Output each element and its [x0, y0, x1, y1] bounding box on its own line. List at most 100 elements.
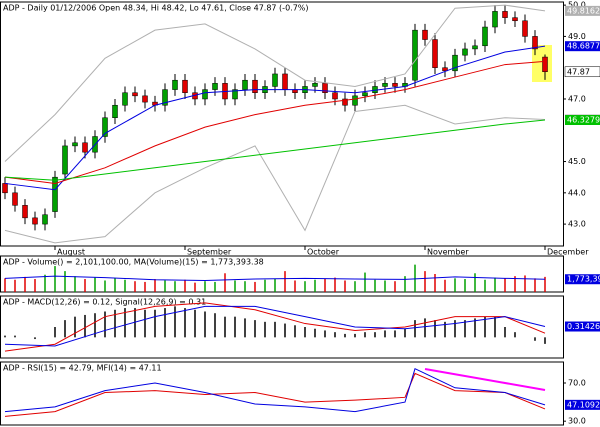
candle-body [112, 104, 118, 118]
candle-body [432, 39, 438, 68]
bar [204, 311, 206, 338]
y-tick-label: 44.0 [568, 188, 586, 197]
x-tick-label: October [307, 248, 340, 257]
bar [24, 276, 26, 292]
bar [164, 308, 166, 338]
bar [264, 321, 266, 338]
bar [74, 316, 76, 338]
bar [64, 271, 66, 292]
x-tick-label: November [427, 248, 469, 257]
end-label: 1,773,393 [567, 275, 600, 284]
bar [344, 333, 346, 338]
bar [494, 316, 496, 338]
close-label-box [564, 66, 600, 78]
series-line [4, 305, 546, 347]
candle-body [322, 83, 328, 93]
bar [324, 279, 326, 292]
y-tick-label: 45.0 [568, 157, 586, 166]
candle-body [272, 73, 278, 87]
bar [244, 281, 246, 292]
bar [464, 320, 466, 338]
bar [244, 318, 246, 338]
end-label: 48.6877 [567, 42, 600, 51]
candle-body [212, 83, 218, 90]
bar [234, 316, 236, 338]
bar [314, 279, 316, 292]
bar [154, 279, 156, 292]
candle-body [82, 142, 88, 153]
panel-title: ADP - Daily 01/12/2006 Open 48.34, Hi 48… [3, 4, 309, 13]
end-label: 46.3279 [567, 115, 600, 124]
candle-body [442, 67, 448, 72]
bar [124, 279, 126, 292]
bar [444, 321, 446, 338]
panel-title: ADP - RSI(15) = 42.79, MFI(14) = 47.11 [3, 364, 162, 373]
bar [434, 274, 436, 292]
bar [234, 280, 236, 292]
series-line [4, 4, 546, 162]
bar [214, 281, 216, 292]
bar [184, 308, 186, 338]
bar [304, 281, 306, 292]
candle-body [422, 29, 428, 40]
bar [374, 279, 376, 292]
bar [434, 320, 436, 338]
panel-frame [0, 255, 564, 293]
bar [254, 320, 256, 338]
y-tick-label: 30.0 [568, 417, 586, 426]
bar [274, 321, 276, 338]
bar [354, 281, 356, 292]
bar [334, 277, 336, 292]
bar [474, 318, 476, 338]
bar [304, 327, 306, 338]
bar [104, 280, 106, 292]
bar [144, 281, 146, 292]
bar [154, 309, 156, 338]
bar [454, 320, 456, 338]
bar [294, 280, 296, 292]
bar [114, 278, 116, 292]
y-tick-label: 70.0 [568, 379, 586, 388]
bar [14, 279, 16, 292]
candle-body [62, 145, 68, 175]
bar [194, 309, 196, 338]
bar [214, 313, 216, 338]
bar [344, 280, 346, 292]
bar [404, 328, 406, 338]
bar [524, 275, 526, 292]
bar [44, 274, 46, 292]
bar [34, 279, 36, 292]
series-line [4, 367, 546, 413]
y-tick-label: 47.0 [568, 94, 586, 103]
candle-body [412, 29, 418, 81]
candle-body [332, 92, 338, 100]
candle-body [122, 92, 128, 106]
x-tick-label: December [547, 248, 589, 257]
bar [14, 335, 16, 338]
x-tick-label: September [187, 248, 232, 257]
candle-body [42, 214, 48, 225]
candle-body [242, 79, 248, 90]
bar [364, 332, 366, 338]
bar [284, 323, 286, 338]
candle-body [32, 217, 38, 225]
candle-body [172, 79, 178, 90]
candle-body [312, 83, 318, 87]
candle-body [202, 89, 208, 100]
candle-body [342, 98, 348, 106]
bar [514, 332, 516, 338]
bar [74, 276, 76, 292]
bar [324, 330, 326, 338]
series-line [4, 45, 546, 191]
candle-body [132, 92, 138, 97]
bar [544, 337, 546, 344]
bar [394, 330, 396, 338]
end-label: 47.1092 [567, 400, 600, 409]
candle-body [142, 95, 148, 103]
bar [474, 273, 476, 292]
candle-body [452, 54, 458, 72]
end-label-box [565, 5, 600, 16]
trend-line [424, 368, 546, 391]
bar [354, 333, 356, 338]
bar [184, 279, 186, 292]
